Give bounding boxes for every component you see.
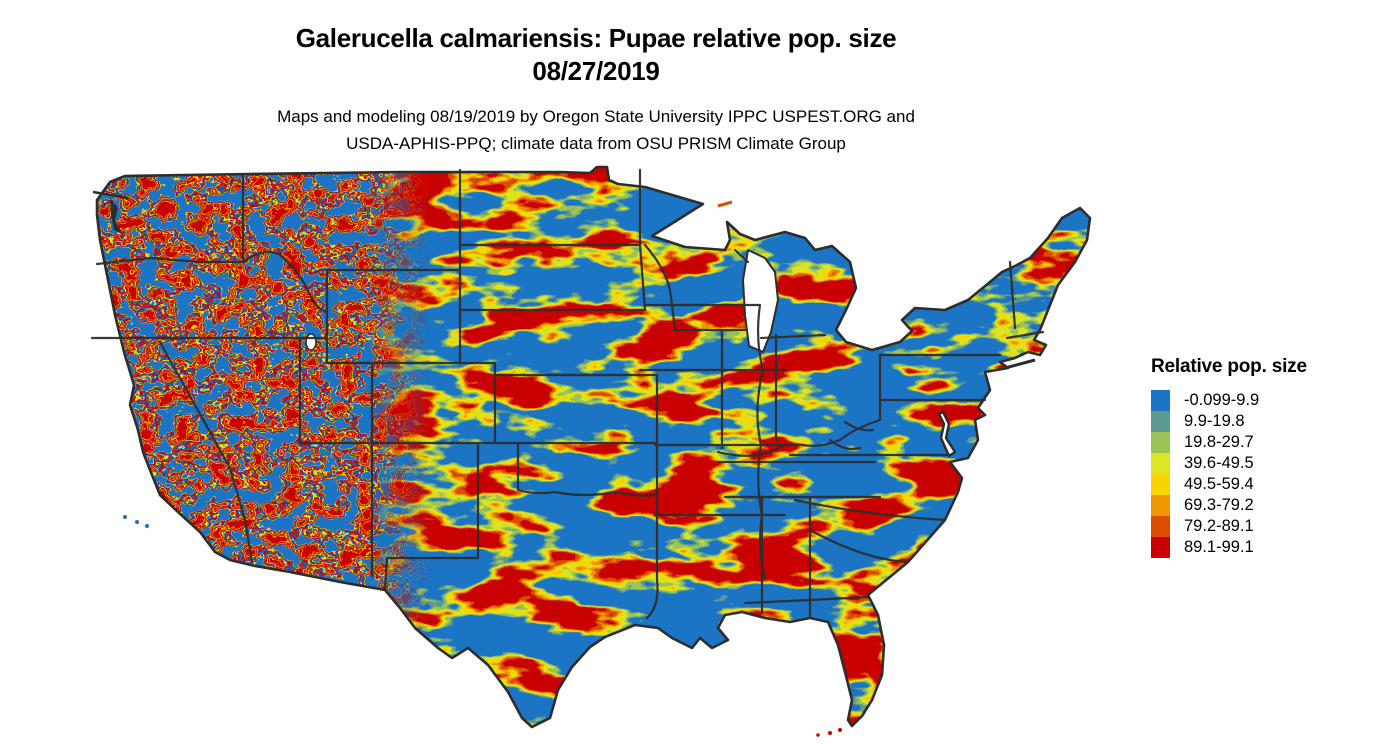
legend-item: 49.5-59.4 — [1151, 474, 1396, 495]
legend-swatch — [1151, 474, 1170, 495]
legend-item: 89.1-99.1 — [1151, 537, 1396, 558]
map-subtitle-line1: Maps and modeling 08/19/2019 by Oregon S… — [277, 107, 915, 126]
map-subtitle-line2: USDA-APHIS-PPQ; climate data from OSU PR… — [346, 134, 846, 153]
legend-item: 79.2-89.1 — [1151, 516, 1396, 537]
legend-swatch — [1151, 453, 1170, 474]
legend-label: -0.099-9.9 — [1184, 391, 1260, 409]
legend-item: -0.099-9.9 — [1151, 390, 1396, 411]
isle-royale — [717, 200, 733, 208]
map-subtitle: Maps and modeling 08/19/2019 by Oregon S… — [0, 103, 1192, 157]
legend-swatch — [1151, 537, 1170, 558]
juan-de-fuca-strait — [92, 190, 130, 200]
legend-swatch — [1151, 411, 1170, 432]
coastal-details — [92, 190, 1036, 737]
map-title-date: 08/27/2019 — [532, 56, 660, 86]
legend-swatch — [1151, 432, 1170, 453]
florida-keys — [816, 728, 842, 737]
legend-label: 89.1-99.1 — [1184, 538, 1254, 556]
great-lakes — [305, 249, 957, 458]
puget-sound — [110, 198, 122, 234]
legend-item: 19.8-29.7 — [1151, 432, 1396, 453]
legend-swatch — [1151, 390, 1170, 411]
long-island — [1004, 358, 1036, 370]
channel-islands — [123, 515, 149, 528]
legend-swatch — [1151, 495, 1170, 516]
legend-label: 39.6-49.5 — [1184, 454, 1254, 472]
us-map — [85, 160, 1145, 744]
legend: Relative pop. size -0.099-9.9 9.9-19.8 1… — [1151, 356, 1396, 558]
legend-label: 79.2-89.1 — [1184, 517, 1254, 535]
us-map-svg — [90, 165, 1092, 737]
legend-label: 69.3-79.2 — [1184, 496, 1254, 514]
legend-item: 39.6-49.5 — [1151, 453, 1396, 474]
legend-item: 69.3-79.2 — [1151, 495, 1396, 516]
legend-swatch — [1151, 516, 1170, 537]
legend-label: 19.8-29.7 — [1184, 433, 1254, 451]
legend-label: 49.5-59.4 — [1184, 475, 1254, 493]
map-title-line1: Galerucella calmariensis: Pupae relative… — [295, 23, 897, 53]
state-borders — [90, 168, 1045, 620]
legend-item: 9.9-19.8 — [1151, 411, 1396, 432]
lake-michigan — [742, 249, 779, 353]
great-salt-lake — [305, 333, 317, 351]
legend-label: 9.9-19.8 — [1184, 412, 1245, 430]
legend-title: Relative pop. size — [1151, 356, 1307, 377]
figure-header: Galerucella calmariensis: Pupae relative… — [0, 22, 1192, 157]
